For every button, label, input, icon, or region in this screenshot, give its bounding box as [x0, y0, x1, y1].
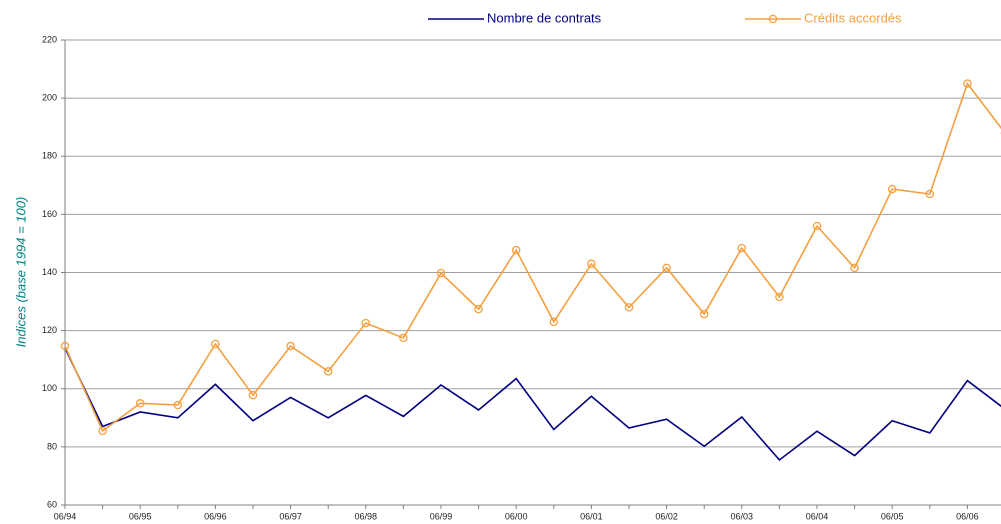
- y-tick-label: 140: [42, 267, 57, 277]
- series-marker: [474, 304, 483, 314]
- series-marker: [60, 341, 70, 351]
- series-marker: [135, 399, 145, 408]
- x-tick-label: 06/01: [580, 511, 603, 521]
- legend-label: Nombre de contrats: [487, 10, 602, 25]
- series-marker: [963, 79, 972, 88]
- series-marker: [511, 245, 521, 255]
- series-marker: [812, 221, 822, 231]
- series-marker: [399, 333, 408, 343]
- x-tick-label: 06/97: [279, 511, 302, 521]
- y-tick-label: 220: [42, 34, 57, 44]
- series-line: [64, 347, 1001, 462]
- x-tick-label: 06/94: [54, 511, 77, 521]
- y-tick-label: 120: [42, 325, 57, 335]
- series-marker: [173, 400, 183, 410]
- series-marker: [323, 367, 333, 376]
- x-tick-label: 06/95: [129, 511, 152, 521]
- y-tick-label: 180: [42, 151, 57, 161]
- series-marker: [211, 339, 220, 349]
- x-tick-label: 06/99: [430, 511, 453, 521]
- series-marker: [98, 426, 107, 436]
- x-tick-label: 06/00: [505, 511, 528, 521]
- series-marker: [850, 263, 859, 273]
- x-tick-label: 06/05: [881, 511, 904, 521]
- y-tick-label: 80: [47, 441, 57, 451]
- series-marker: [361, 318, 371, 328]
- y-tick-label: 60: [47, 499, 57, 509]
- y-axis-label: Indices (base 1994 = 100): [13, 197, 28, 348]
- x-tick-label: 06/98: [355, 511, 378, 521]
- x-tick-label: 06/06: [956, 511, 979, 521]
- x-tick-label: 06/96: [204, 511, 227, 521]
- x-tick-label: 06/03: [731, 511, 754, 521]
- series-marker: [737, 243, 747, 253]
- y-tick-label: 200: [42, 93, 57, 103]
- x-tick-label: 06/02: [655, 511, 678, 521]
- series-marker: [587, 259, 596, 269]
- series-marker: [624, 303, 634, 312]
- legend-marker: [768, 14, 778, 24]
- x-tick-label: 06/04: [806, 511, 829, 521]
- series-marker: [549, 317, 559, 327]
- series-marker: [248, 390, 258, 400]
- y-tick-label: 100: [42, 383, 57, 393]
- series-marker: [436, 268, 446, 278]
- series-marker: [887, 184, 897, 194]
- series-marker: [662, 263, 671, 273]
- series-marker: [286, 341, 295, 351]
- y-tick-label: 160: [42, 209, 57, 219]
- series-line: [64, 81, 1001, 433]
- series-marker: [699, 309, 709, 319]
- series-marker: [775, 292, 784, 302]
- legend-label: Crédits accordés: [804, 10, 902, 25]
- series-marker: [925, 189, 935, 199]
